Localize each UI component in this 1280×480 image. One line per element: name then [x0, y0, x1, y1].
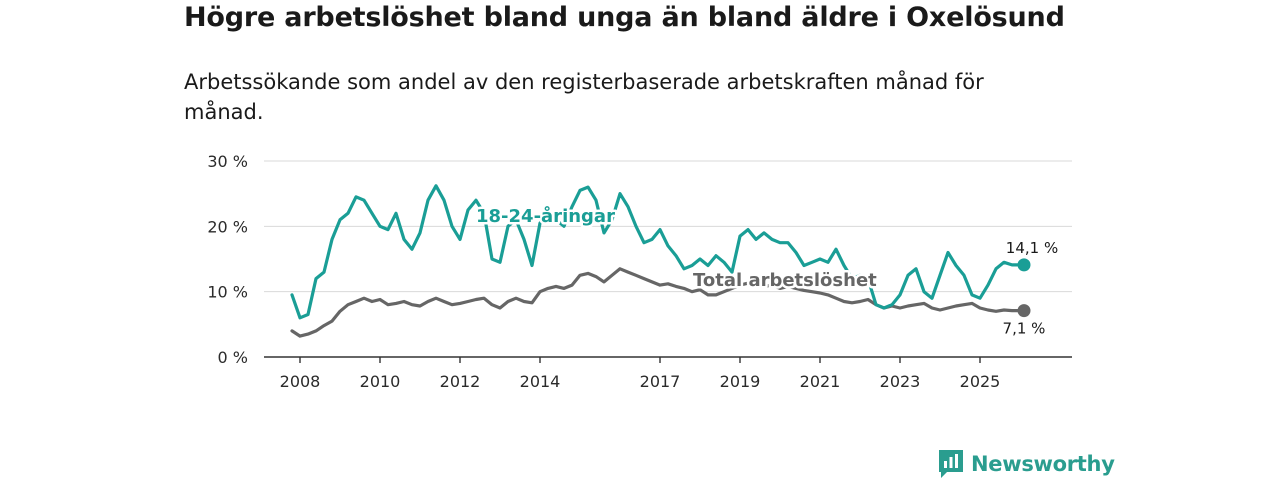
x-tick-label: 2023: [880, 372, 921, 391]
newsworthy-logo-icon: [939, 450, 963, 478]
brand-name: Newsworthy: [971, 452, 1115, 476]
series-annotations: 14,1 % 7,1 % 18-24-åringar Total arbetslösh…: [474, 203, 1059, 338]
x-tick-label: 2021: [800, 372, 841, 391]
x-tick-label: 2014: [520, 372, 561, 391]
series-lines: [290, 184, 1031, 338]
end-value-label-total: 7,1 %: [1003, 320, 1046, 338]
series-line-young: [290, 184, 1026, 320]
series-line-total: [290, 267, 1026, 338]
series-label-total: Total arbetslöshet: [693, 270, 877, 291]
series-end-point-young: [1017, 258, 1031, 272]
x-tick-label: 2012: [440, 372, 481, 391]
x-tick-label: 2010: [360, 372, 401, 391]
x-tick-label: 2008: [280, 372, 321, 391]
y-tick-label: 10 %: [207, 283, 248, 302]
x-tick-label: 2019: [720, 372, 761, 391]
newsworthy-logo: Newsworthy: [937, 448, 1115, 480]
x-tick-label: 2017: [640, 372, 681, 391]
x-tick-label: 2025: [960, 372, 1001, 391]
y-tick-label: 20 %: [207, 217, 248, 236]
chart-subtitle: Arbetssökande som andel av den registerb…: [184, 70, 984, 124]
y-tick-label: 0 %: [218, 348, 248, 367]
y-tick-label: 30 %: [207, 152, 248, 171]
x-axis-ticks: 2008 2010 2012 2014 2017 2019 2021 2023 2025: [280, 357, 1001, 391]
series-label-young: 18-24-åringar: [476, 205, 615, 227]
end-value-label-young: 14,1 %: [1006, 239, 1058, 257]
chart-title: Högre arbetslöshet bland unga än bland ä…: [184, 2, 1065, 33]
y-axis-ticks: 0 % 10 % 20 % 30 %: [207, 152, 248, 367]
series-end-point-total: [1017, 304, 1031, 318]
